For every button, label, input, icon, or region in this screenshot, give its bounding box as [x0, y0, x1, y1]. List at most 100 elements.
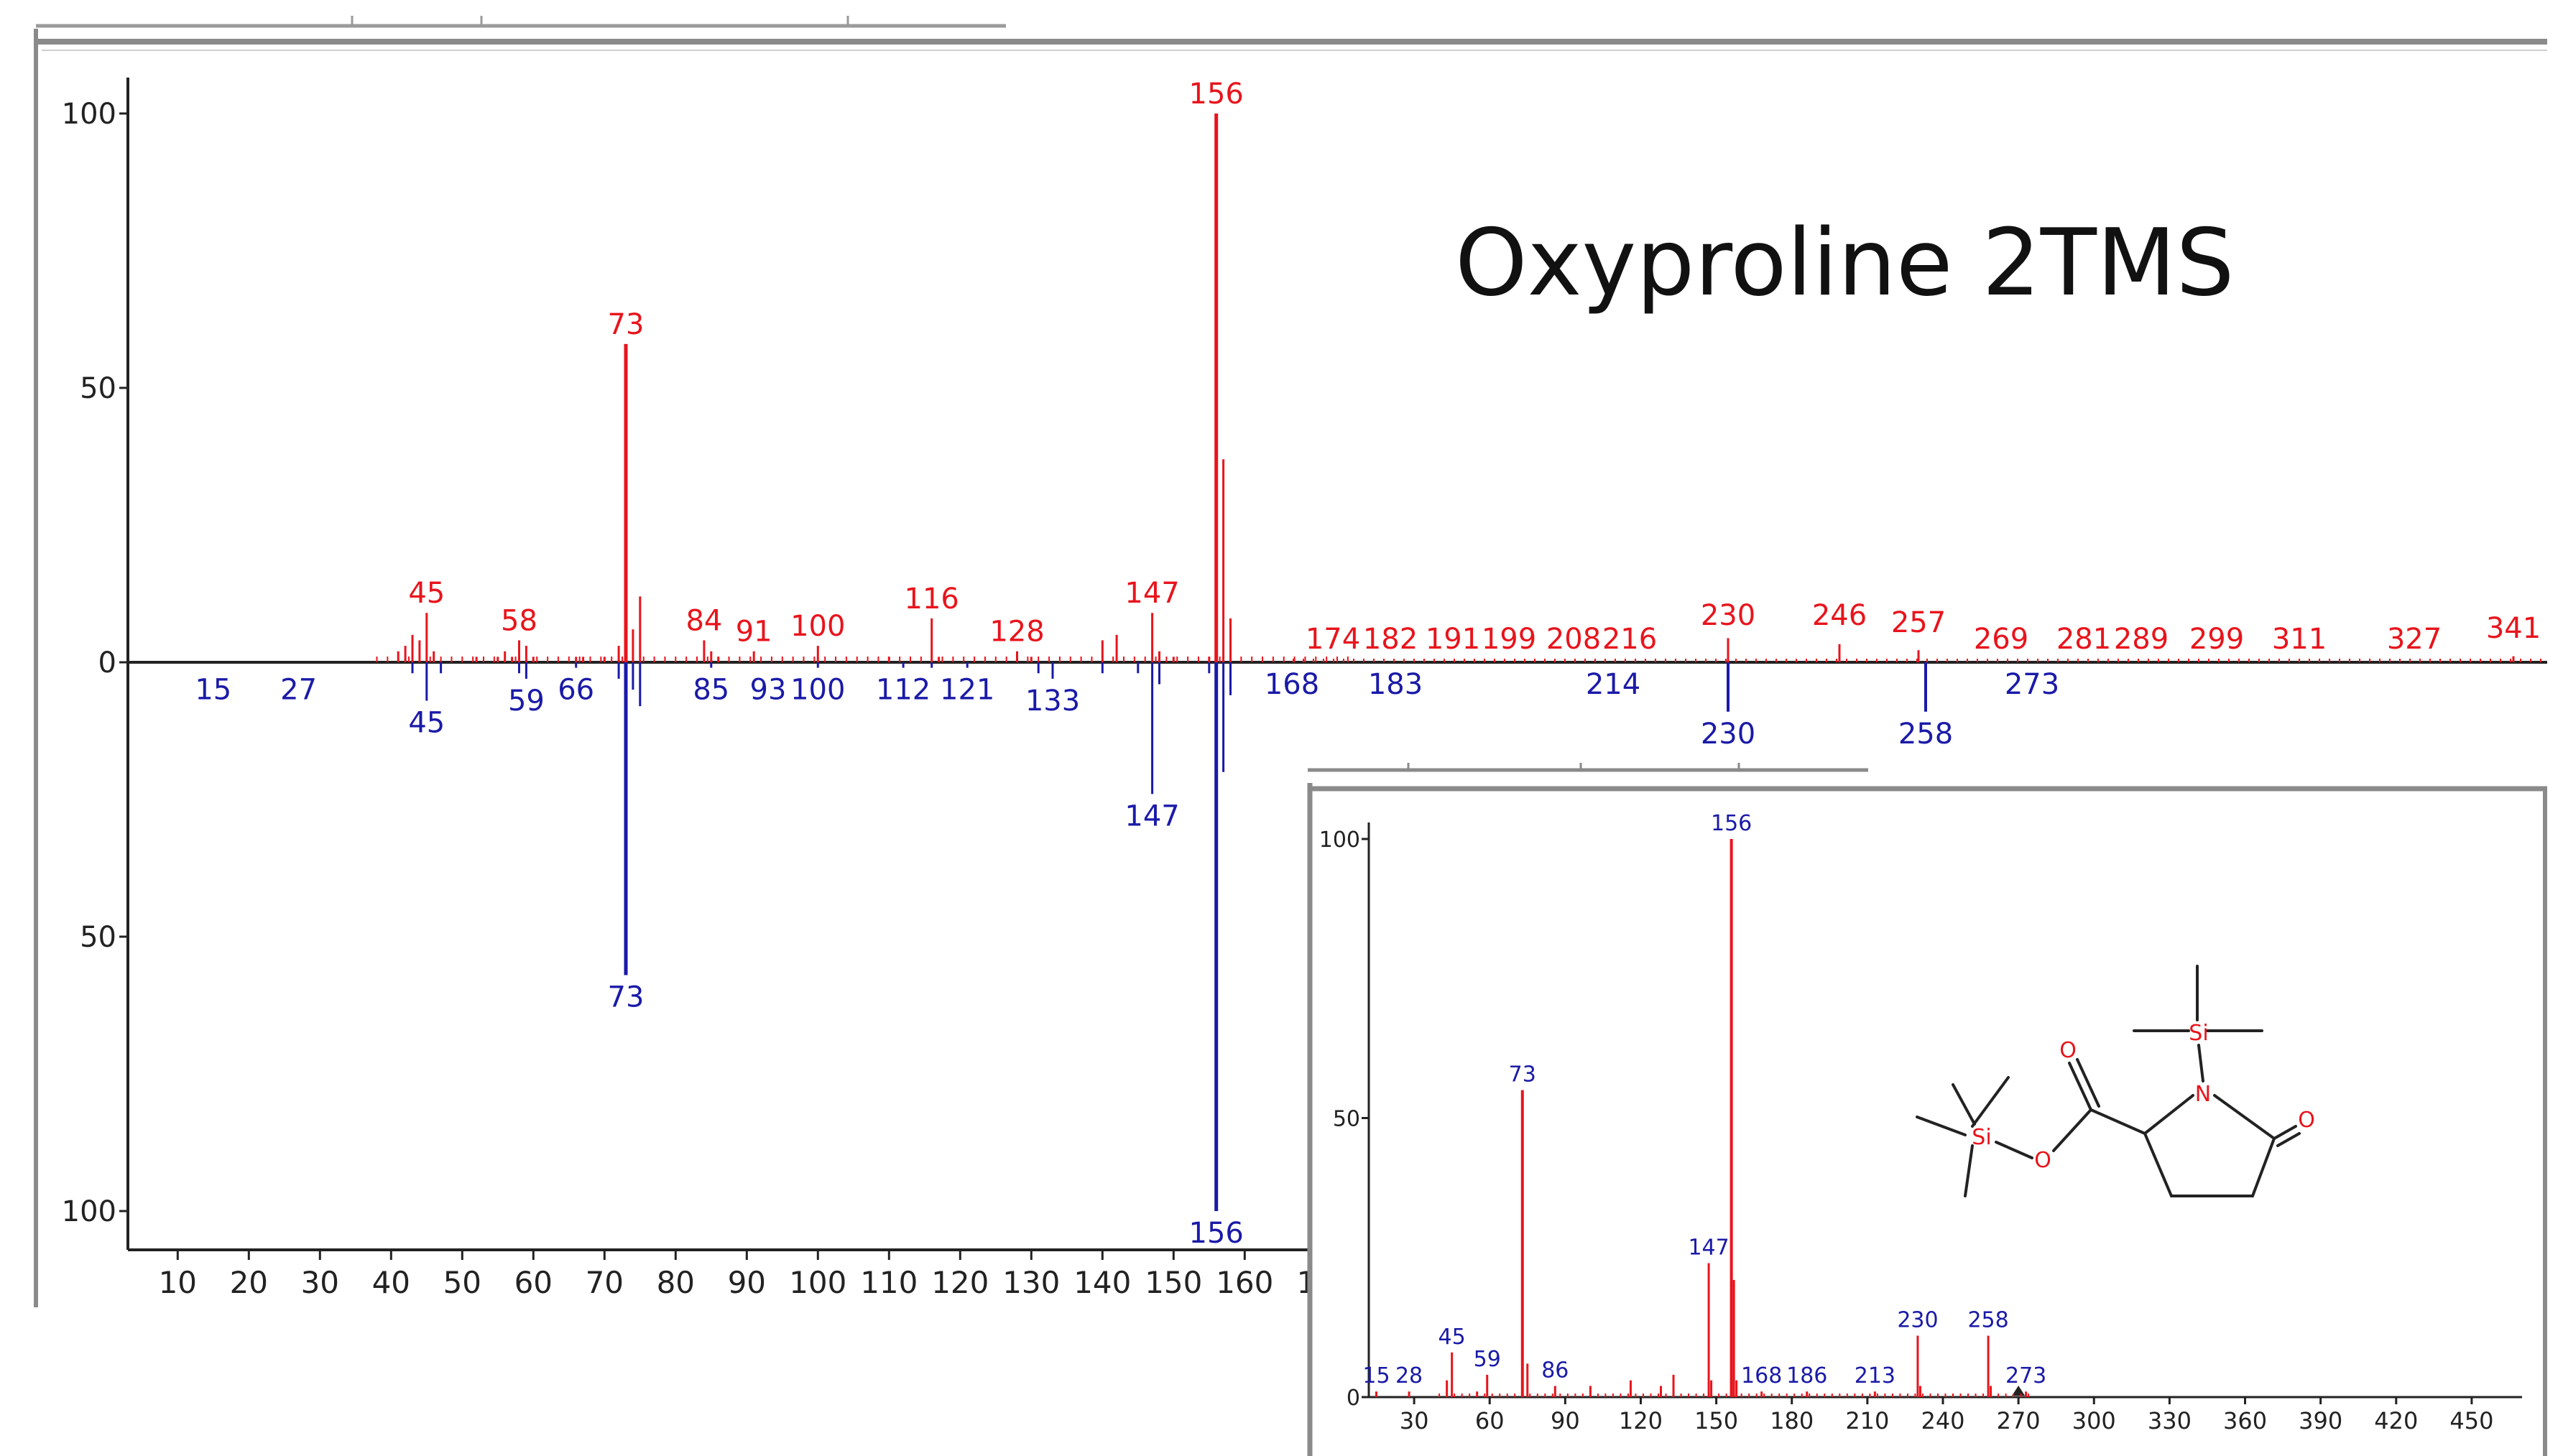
lower-peak-label: 100 [790, 674, 845, 707]
inset-y-tick-label: 0 [1347, 1386, 1360, 1411]
upper-peak-label-beyond: 199 [1482, 623, 1536, 656]
inset-x-tick-label: 420 [2374, 1407, 2418, 1434]
upper-peak-label: 73 [608, 308, 645, 341]
x-tick-label: 20 [230, 1265, 268, 1300]
lower-peak-label: 156 [1189, 1217, 1244, 1250]
inset-peak-label: 168 [1741, 1363, 1782, 1388]
x-tick-label: 10 [159, 1265, 197, 1300]
upper-peak-label-beyond: 216 [1602, 623, 1657, 656]
x-tick-label: 140 [1073, 1265, 1131, 1300]
lower-peak-label-beyond: 183 [1368, 668, 1423, 701]
inset-peak-label: 186 [1786, 1363, 1827, 1388]
inset-peak-label: 28 [1395, 1363, 1423, 1388]
inset-x-tick-label: 210 [1845, 1407, 1889, 1434]
upper-peak-label-beyond: 191 [1426, 623, 1480, 656]
inset-panel [1307, 763, 2558, 1456]
upper-peak-label-beyond: 208 [1546, 623, 1601, 656]
atom-silicon-n: Si [2189, 1021, 2208, 1046]
main-chart-frame [34, 29, 2547, 1307]
x-tick-label: 130 [1002, 1265, 1060, 1300]
x-tick-label: 100 [789, 1265, 846, 1300]
inset-peak-label: 59 [1474, 1347, 1501, 1372]
inset-peak-label: 147 [1688, 1235, 1729, 1261]
inset-x-tick-label: 450 [2449, 1407, 2493, 1434]
inset-peak-label: 86 [1541, 1358, 1569, 1383]
upper-peak-label: 58 [501, 604, 537, 637]
x-tick-label: 60 [514, 1265, 553, 1300]
upper-peak-label-beyond: 269 [1974, 623, 2028, 656]
atom-oxygen-lactam: O [2298, 1108, 2315, 1133]
upper-peak-label: 45 [408, 577, 445, 610]
lower-peak-label: 147 [1125, 799, 1179, 833]
inset-x-tick-label: 150 [1694, 1407, 1738, 1434]
upper-peak-label-beyond: 174 [1306, 623, 1360, 656]
inset-peak-label: 156 [1711, 811, 1752, 836]
inset-y-tick-label: 100 [1319, 827, 1360, 853]
upper-peak-label-beyond: 299 [2189, 623, 2244, 656]
lower-peak-label: 15 [195, 674, 231, 707]
lower-spectrum-peaks [411, 662, 1927, 1211]
inset-x-tick-label: 300 [2072, 1407, 2116, 1434]
inset-peak-label: 45 [1438, 1325, 1466, 1350]
atom-oxygen-carbonyl: O [2059, 1038, 2077, 1063]
lower-peak-label-beyond: 214 [1586, 668, 1640, 701]
inset-x-tick-label: 330 [2148, 1407, 2192, 1434]
lower-peak-label: 93 [750, 674, 787, 707]
x-tick-label: 40 [372, 1265, 410, 1300]
lower-peak-label-beyond: 168 [1265, 668, 1319, 701]
lower-peak-label-beyond: 230 [1701, 718, 1755, 751]
inset-marker-icon [2012, 1386, 2026, 1396]
y-tick-label: 50 [80, 372, 116, 405]
inset-tick-labels: 100 50 0 30 60 90 120 150 180 210 240 270 300 330 360 3… [1319, 827, 2494, 1434]
upper-peak-label: 116 [905, 583, 959, 616]
upper-peak-label-beyond: 246 [1812, 599, 1867, 632]
inset-axes [1362, 822, 2522, 1404]
x-tick-label: 30 [301, 1265, 339, 1300]
inset-x-tick-label: 270 [1997, 1407, 2041, 1434]
x-tick-label: 150 [1145, 1265, 1202, 1300]
x-tick-label: 120 [931, 1265, 989, 1300]
x-tick-label: 110 [860, 1265, 918, 1300]
x-tick-label: 50 [443, 1265, 481, 1300]
chart-title: Oxyproline 2TMS [1455, 210, 2235, 317]
x-tick-label: 80 [657, 1265, 695, 1300]
atom-oxygen-ester: O [2034, 1148, 2051, 1173]
inset-mass-spectrum: 15 28 45 59 73 86 147 156 168 186 213 230 258 273 100… [1319, 811, 2522, 1434]
upper-peak-label: 156 [1189, 78, 1244, 111]
upper-peak-label: 100 [790, 610, 845, 643]
lower-peak-label: 66 [558, 674, 594, 707]
lower-peak-label: 59 [508, 685, 545, 718]
inset-x-tick-label: 240 [1921, 1407, 1964, 1434]
upper-peak-label-beyond: 230 [1701, 599, 1755, 632]
lower-peak-label: 133 [1025, 685, 1080, 718]
inset-peak-label: 73 [1509, 1062, 1536, 1088]
inset-x-tick-label: 90 [1551, 1407, 1580, 1434]
y-tick-label: 100 [62, 1195, 116, 1228]
main-tick-labels: 100 50 0 50 100 10 20 30 40 50 60 70 80 90 100 110 120 13… [62, 98, 1335, 1300]
inset-peak-label: 273 [2005, 1363, 2046, 1388]
lower-peak-label: 112 [876, 674, 930, 707]
lower-peak-label-beyond: 258 [1898, 718, 1953, 751]
inset-peak-label: 213 [1855, 1363, 1895, 1388]
upper-peak-label: 128 [989, 616, 1044, 649]
x-tick-label: 70 [586, 1265, 624, 1300]
upper-peak-label: 91 [736, 616, 772, 649]
upper-peak-label: 84 [685, 604, 722, 637]
lower-peak-label: 121 [940, 674, 994, 707]
y-tick-label: 0 [98, 646, 116, 680]
inset-peak-label: 258 [1967, 1308, 2008, 1333]
y-tick-label: 50 [80, 921, 116, 954]
lower-peak-label: 27 [280, 674, 317, 707]
inset-x-tick-label: 390 [2299, 1407, 2342, 1434]
upper-peak-label: 147 [1125, 577, 1179, 610]
upper-peak-label-beyond: 257 [1891, 606, 1946, 639]
window-tab-strip [36, 16, 1006, 28]
x-tick-label: 160 [1216, 1265, 1273, 1300]
inset-x-tick-label: 180 [1770, 1407, 1814, 1434]
inset-x-tick-label: 60 [1475, 1407, 1505, 1434]
atom-silicon-ester: Si [1972, 1125, 1991, 1150]
inset-x-tick-label: 360 [2223, 1407, 2267, 1434]
